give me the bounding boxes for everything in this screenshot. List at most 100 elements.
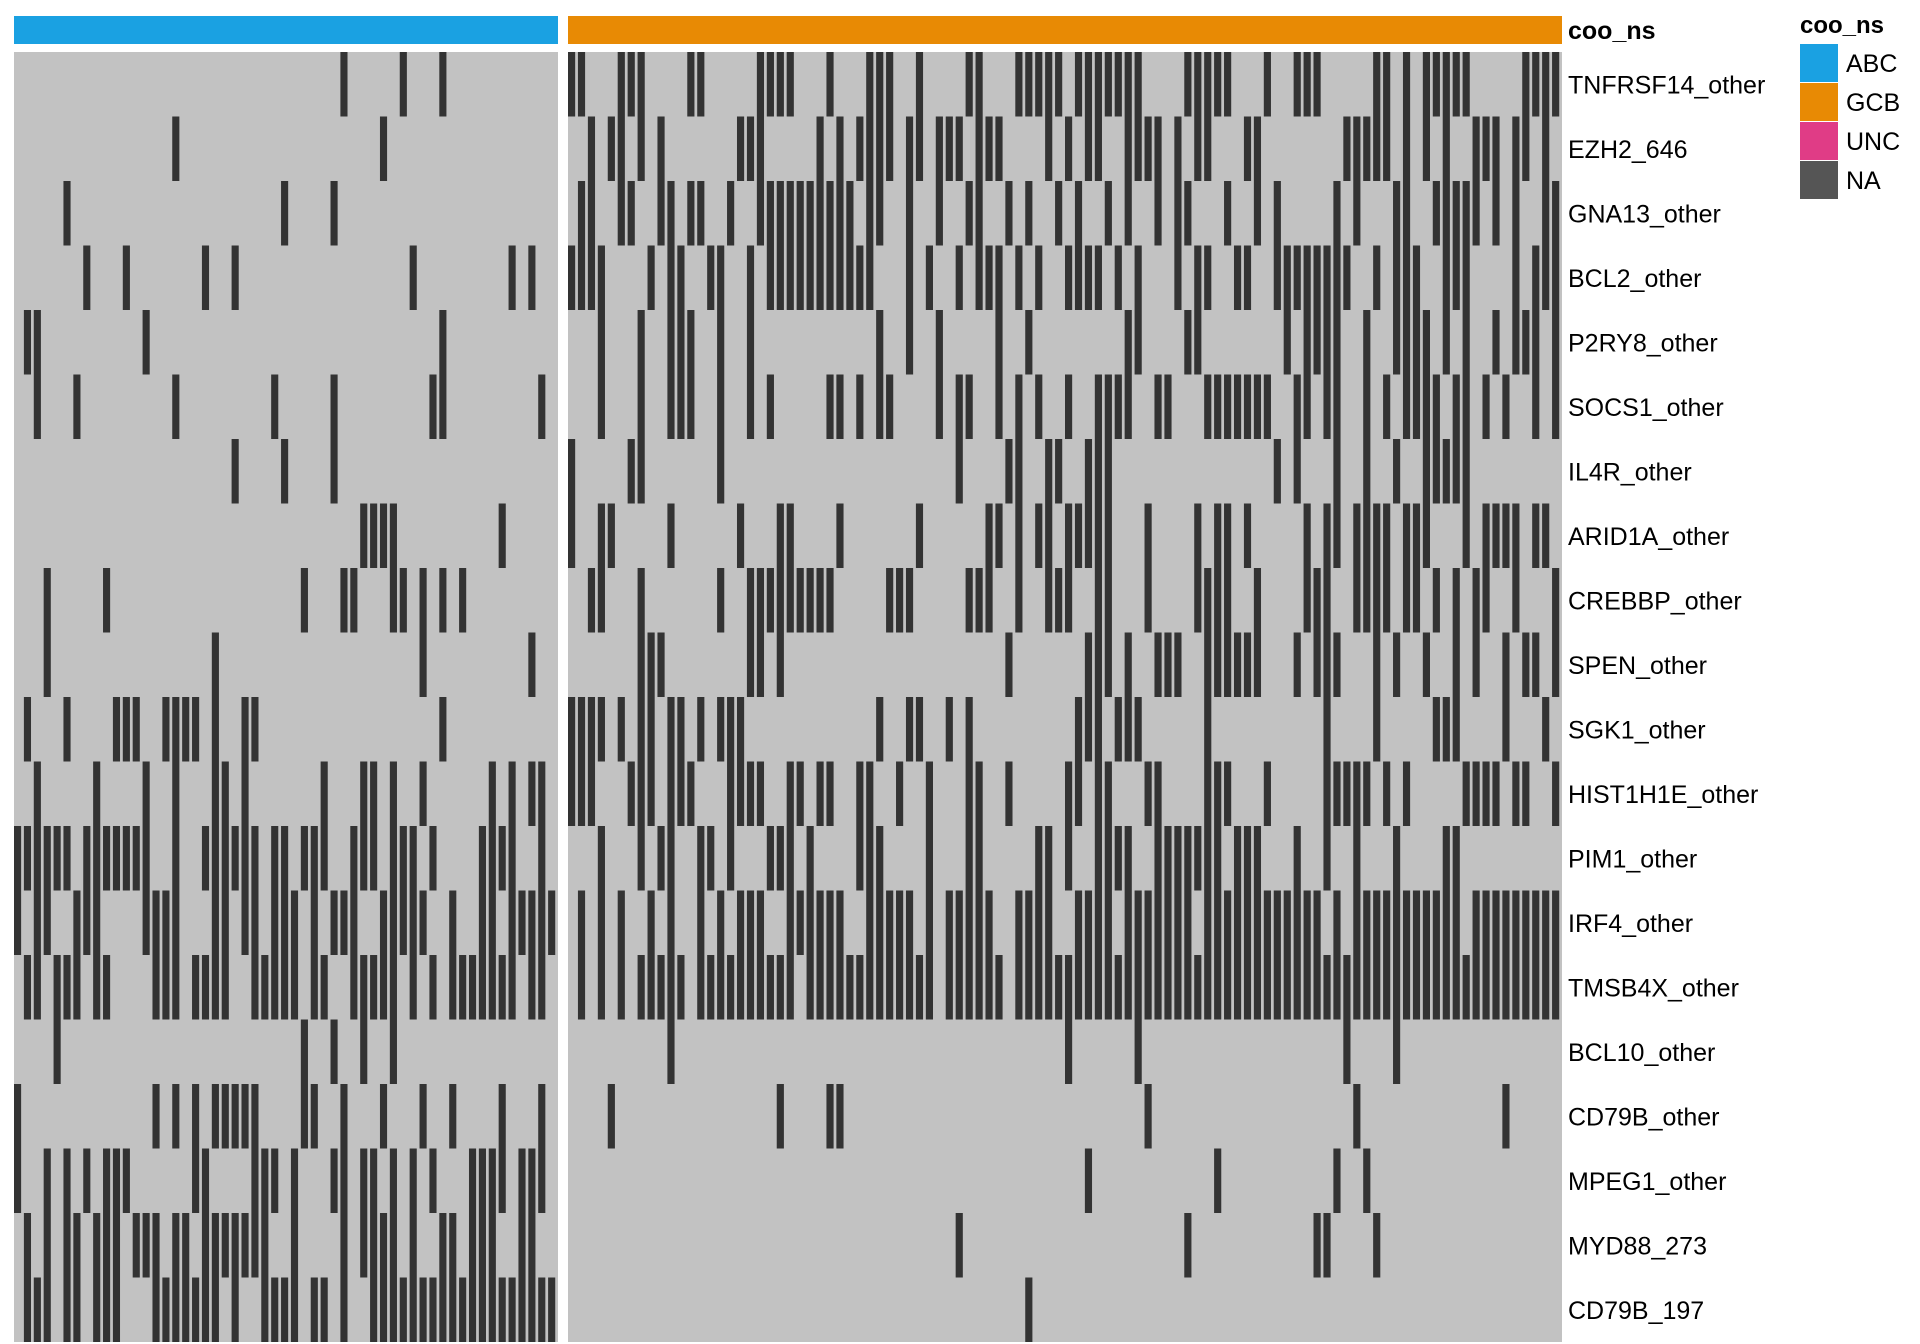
legend-swatch-gcb — [1800, 83, 1838, 121]
heatmap-cell — [281, 826, 289, 891]
heatmap-cell — [1452, 245, 1460, 310]
heatmap-cell — [1104, 826, 1112, 891]
heatmap-cell — [1373, 697, 1381, 762]
heatmap-cell — [508, 761, 516, 826]
heatmap-cell — [955, 955, 963, 1020]
heatmap-cell — [607, 503, 615, 568]
heatmap-cell — [1065, 1019, 1073, 1084]
heatmap-cell — [251, 1084, 259, 1149]
heatmap-cell — [1283, 890, 1291, 955]
heatmap-cell — [1432, 955, 1440, 1020]
heatmap-cell — [568, 245, 576, 310]
heatmap-cell — [33, 310, 41, 375]
heatmap-cell — [1393, 181, 1401, 246]
heatmap-cell — [1263, 52, 1271, 117]
heatmap-cell — [1472, 116, 1480, 181]
heatmap-cell — [43, 632, 51, 697]
heatmap-cell — [488, 955, 496, 1020]
legend-swatch-abc — [1800, 44, 1838, 82]
heatmap-cell — [33, 890, 41, 955]
heatmap-cell — [577, 955, 586, 1020]
heatmap-cell — [1204, 116, 1212, 181]
heatmap-cell — [806, 245, 814, 310]
heatmap-cell — [756, 761, 765, 826]
heatmap-cell — [1104, 955, 1112, 1020]
heatmap-cell — [330, 1019, 338, 1084]
heatmap-cell — [975, 761, 983, 826]
heatmap-cell — [597, 245, 605, 310]
heatmap-cell — [617, 116, 625, 181]
heatmap-cell — [23, 1277, 32, 1342]
heatmap-cell — [310, 955, 318, 1020]
heatmap-cell — [340, 1148, 348, 1213]
heatmap-cell — [449, 1084, 457, 1149]
heatmap-cell — [1323, 503, 1331, 568]
heatmap-cell — [1144, 890, 1152, 955]
heatmap-cell — [1204, 632, 1212, 697]
heatmap-cell — [1074, 955, 1083, 1020]
heatmap-cell — [806, 826, 814, 891]
heatmap-cell — [93, 761, 101, 826]
heatmap-cell — [1074, 52, 1083, 117]
heatmap-cell — [1074, 761, 1083, 826]
row-label: HIST1H1E_other — [1568, 781, 1758, 809]
annotation-bar — [14, 16, 1562, 44]
heatmap-cell — [1313, 1213, 1321, 1278]
heatmap-cell — [1283, 310, 1291, 375]
heatmap-cell — [1253, 568, 1262, 633]
heatmap-cell — [1422, 503, 1430, 568]
heatmap-cell — [63, 955, 71, 1020]
heatmap-cell — [1124, 632, 1132, 697]
heatmap-cell — [786, 568, 794, 633]
heatmap-cell — [1104, 632, 1112, 697]
heatmap-cell — [1015, 52, 1023, 117]
heatmap-cell — [677, 374, 685, 439]
heatmap-cell — [766, 568, 774, 633]
heatmap-cell — [1502, 503, 1510, 568]
heatmap-cell — [697, 955, 705, 1020]
heatmap-cell — [488, 826, 496, 891]
heatmap-cell — [290, 1213, 299, 1278]
heatmap-cell — [389, 1148, 397, 1213]
heatmap-cell — [1194, 826, 1202, 891]
heatmap-cell — [192, 1148, 200, 1213]
heatmap-cell — [310, 826, 318, 891]
heatmap-cell — [1124, 826, 1132, 891]
heatmap-cell — [1313, 245, 1321, 310]
heatmap-cell — [310, 890, 318, 955]
heatmap-cell — [995, 245, 1003, 310]
heatmap-cell — [370, 1213, 378, 1278]
heatmap-cell — [727, 761, 735, 826]
heatmap-cell — [231, 245, 239, 310]
heatmap-cell — [667, 826, 675, 891]
heatmap-cell — [1124, 890, 1132, 955]
heatmap-cell — [1094, 826, 1102, 891]
heatmap-cell — [221, 955, 229, 1020]
heatmap-cell — [379, 116, 388, 181]
heatmap-cell — [955, 1213, 963, 1278]
heatmap-cell — [281, 181, 289, 246]
heatmap-cell — [1412, 568, 1421, 633]
heatmap-cell — [1462, 439, 1470, 504]
heatmap-cell — [627, 52, 635, 117]
heatmap-cell — [1512, 310, 1520, 375]
heatmap-cell — [63, 181, 71, 246]
legend-swatch-na — [1800, 161, 1838, 199]
heatmap-cell — [1542, 890, 1550, 955]
heatmap-cell — [1124, 181, 1132, 246]
heatmap-cell — [846, 245, 854, 310]
heatmap-cell — [1184, 890, 1192, 955]
heatmap-cell — [1124, 52, 1132, 117]
heatmap-cell — [360, 1213, 368, 1278]
heatmap-cell — [1035, 503, 1043, 568]
heatmap-cell — [587, 761, 596, 826]
heatmap-cell — [1373, 52, 1381, 117]
heatmap-cell — [1233, 826, 1242, 891]
heatmap-cell — [1035, 374, 1043, 439]
heatmap-cell — [468, 955, 477, 1020]
heatmap-cell — [498, 503, 506, 568]
heatmap-cell — [1194, 52, 1202, 117]
heatmap-cell — [33, 374, 41, 439]
heatmap-cell — [597, 890, 605, 955]
heatmap-cell — [1412, 503, 1421, 568]
